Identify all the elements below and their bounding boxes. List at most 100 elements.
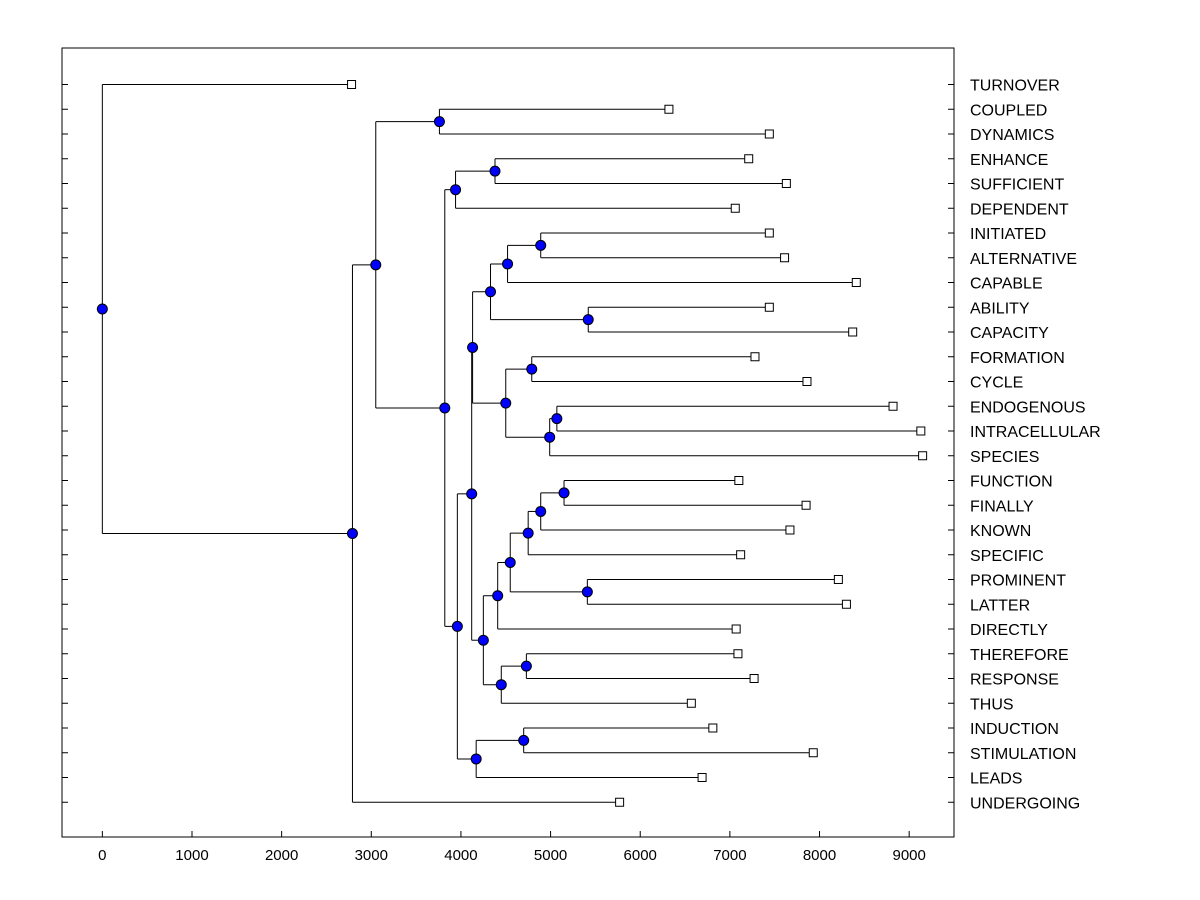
leaf-label-function: FUNCTION <box>970 474 1053 491</box>
leaf-marker-turnover <box>347 80 357 89</box>
leaf-marker-stimulation <box>808 748 818 758</box>
leaf-label-therefore: THEREFORE <box>970 647 1069 664</box>
leaf-marker-sufficient <box>781 179 791 188</box>
leaf-marker-response <box>749 674 759 683</box>
merge-node-n5 <box>439 402 451 414</box>
merge-node-n11 <box>485 286 497 298</box>
leaf-marker-directly <box>731 624 741 634</box>
merge-node-n6 <box>450 184 462 196</box>
leaf-marker-function <box>734 476 744 485</box>
merge-node-n8 <box>451 620 463 632</box>
merge-node-n23 <box>581 586 593 598</box>
leaf-marker-known <box>785 525 795 535</box>
merge-node-n25 <box>535 505 547 517</box>
merge-node-n21 <box>504 556 516 568</box>
leaf-marker-initiated <box>764 228 774 238</box>
leaf-label-response: RESPONSE <box>970 672 1059 689</box>
leaf-label-sufficient: SUFFICIENT <box>970 177 1064 194</box>
leaf-marker-thus <box>686 698 696 708</box>
leaf-label-alternative: ALTERNATIVE <box>970 251 1077 268</box>
merge-node-n17 <box>477 634 489 646</box>
merge-nodes <box>96 116 594 765</box>
x-tick-label: 4000 <box>444 847 477 864</box>
merge-node-n24 <box>495 679 507 691</box>
leaf-label-induction: INDUCTION <box>970 721 1059 738</box>
leaf-label-directly: DIRECTLY <box>970 622 1048 639</box>
merge-node-n12 <box>502 258 514 270</box>
merge-node-n29 <box>518 734 530 746</box>
dendrogram-links <box>101 84 923 803</box>
leaf-label-thus: THUS <box>970 696 1014 713</box>
leaf-label-capable: CAPABLE <box>970 276 1043 293</box>
leaf-marker-coupled <box>664 104 674 114</box>
leaf-marker-therefore <box>733 649 743 659</box>
leaf-label-ability: ABILITY <box>970 300 1030 317</box>
x-tick-label: 2000 <box>265 847 298 864</box>
x-tick-label: 0 <box>98 847 106 864</box>
x-tick-label: 9000 <box>892 847 925 864</box>
x-tick-label: 7000 <box>713 847 746 864</box>
leaf-label-cycle: CYCLE <box>970 375 1023 392</box>
leaf-marker-latter <box>841 599 851 609</box>
y-ticks <box>62 84 954 803</box>
leaf-label-finally: FINALLY <box>970 498 1034 515</box>
leaf-label-turnover: TURNOVER <box>970 78 1060 95</box>
leaf-label-initiated: INITIATED <box>970 226 1046 243</box>
merge-node-n26 <box>470 753 482 765</box>
merge-node-n3 <box>370 259 382 271</box>
leaf-marker-formation <box>750 352 760 362</box>
leaf-marker-alternative <box>780 253 790 263</box>
x-tick-label: 8000 <box>803 847 836 864</box>
merge-node-n14 <box>582 314 594 326</box>
merge-node-n15 <box>500 397 512 409</box>
leaf-label-dependent: DEPENDENT <box>970 201 1069 218</box>
leaf-marker-capacity <box>848 327 858 337</box>
leaf-marker-induction <box>708 723 718 733</box>
leaf-label-capacity: CAPACITY <box>970 325 1049 342</box>
merge-node-n27 <box>558 487 570 499</box>
x-tick-label: 5000 <box>534 847 567 864</box>
merge-node-n19 <box>551 413 563 425</box>
merge-node-n7 <box>489 165 501 177</box>
merge-node-n22 <box>522 527 534 539</box>
leaf-marker-intracellular <box>916 426 926 436</box>
x-tick-label: 1000 <box>175 847 208 864</box>
leaf-marker-dependent <box>730 203 740 213</box>
leaf-marker-leads <box>697 773 707 782</box>
merge-node-n28 <box>520 660 532 672</box>
leaf-marker-endogenous <box>888 401 898 411</box>
leaf-label-species: SPECIES <box>970 449 1039 466</box>
leaf-label-intracellular: INTRACELLULAR <box>970 424 1101 441</box>
leaf-marker-capable <box>851 278 861 287</box>
leaf-label-stimulation: STIMULATION <box>970 746 1076 763</box>
x-axis: 0 1000 2000 3000 4000 5000 6000 7000 8000 9000 <box>98 831 926 864</box>
leaf-marker-specific <box>736 550 746 560</box>
leaf-marker-finally <box>801 500 811 510</box>
leaf-label-leads: LEADS <box>970 771 1022 788</box>
merge-node-n2 <box>346 528 358 540</box>
leaf-label-coupled: COUPLED <box>970 102 1047 119</box>
leaf-label-dynamics: DYNAMICS <box>970 127 1054 144</box>
leaf-labels: TURNOVER COUPLED DYNAMICS ENHANCE SUFFICIENT… <box>970 78 1101 813</box>
leaf-label-endogenous: ENDOGENOUS <box>970 399 1086 416</box>
leaf-marker-prominent <box>833 575 843 584</box>
merge-node-n10 <box>467 341 479 353</box>
leaf-label-enhance: ENHANCE <box>970 152 1048 169</box>
leaf-marker-ability <box>764 302 774 312</box>
leaf-markers <box>347 80 928 807</box>
x-tick-label: 3000 <box>355 847 388 864</box>
leaf-label-specific: SPECIFIC <box>970 548 1044 565</box>
leaf-label-formation: FORMATION <box>970 350 1065 367</box>
merge-node-n1 <box>96 303 108 315</box>
leaf-marker-dynamics <box>764 129 774 139</box>
merge-node-n4 <box>433 116 445 128</box>
leaf-label-undergoing: UNDERGOING <box>970 795 1080 812</box>
plot-frame <box>61 47 955 838</box>
merge-node-n18 <box>544 431 556 443</box>
merge-node-n13 <box>535 239 547 251</box>
leaf-marker-enhance <box>744 154 754 164</box>
leaf-label-prominent: PROMINENT <box>970 573 1066 590</box>
merge-node-n20 <box>492 590 504 602</box>
leaf-marker-undergoing <box>615 797 625 807</box>
